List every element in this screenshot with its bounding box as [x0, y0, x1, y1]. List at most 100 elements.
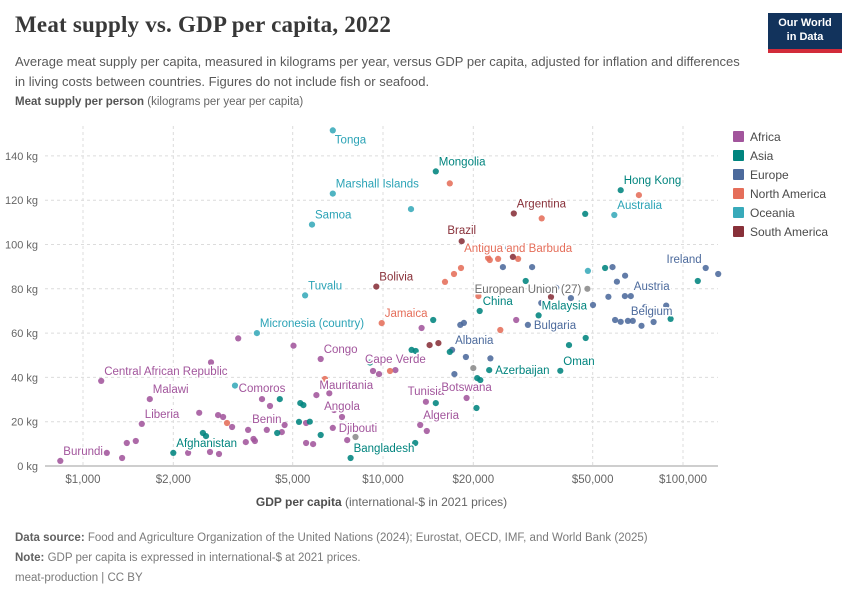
data-point[interactable]: [582, 210, 589, 217]
data-point[interactable]: [274, 429, 281, 437]
data-point[interactable]: [321, 375, 328, 383]
data-point[interactable]: [538, 299, 545, 307]
data-point[interactable]: [206, 448, 214, 456]
data-point[interactable]: [446, 180, 453, 187]
data-point[interactable]: [317, 431, 324, 439]
data-point-burundi[interactable]: [57, 457, 64, 464]
data-point-australia[interactable]: [611, 211, 618, 219]
data-point-tuvalu[interactable]: [302, 292, 309, 299]
data-point[interactable]: [642, 303, 649, 311]
data-point-oman[interactable]: [557, 367, 564, 374]
data-point[interactable]: [423, 427, 430, 435]
data-point[interactable]: [435, 340, 442, 347]
data-point[interactable]: [446, 348, 453, 355]
data-point[interactable]: [504, 244, 512, 252]
data-point[interactable]: [486, 256, 493, 264]
data-point-austria[interactable]: [627, 293, 634, 300]
data-point[interactable]: [352, 433, 359, 441]
data-point[interactable]: [473, 404, 480, 412]
data-point[interactable]: [457, 264, 465, 272]
data-point[interactable]: [622, 272, 629, 279]
data-point[interactable]: [635, 192, 643, 199]
legend-item-oceania[interactable]: Oceania: [733, 203, 828, 222]
data-point[interactable]: [207, 359, 215, 366]
data-point-bolivia[interactable]: [373, 283, 380, 290]
data-point-mauritania[interactable]: [313, 392, 320, 399]
data-point[interactable]: [617, 318, 624, 325]
data-point[interactable]: [310, 441, 317, 448]
data-point-tunisia[interactable]: [422, 398, 429, 405]
data-point[interactable]: [223, 419, 231, 427]
data-point-micronesia-country[interactable]: [253, 330, 260, 337]
data-point[interactable]: [638, 322, 645, 329]
data-point-european-union-27[interactable]: [584, 285, 591, 292]
data-point[interactable]: [462, 353, 469, 361]
data-point[interactable]: [509, 253, 516, 260]
data-point[interactable]: [470, 365, 477, 372]
data-point[interactable]: [278, 429, 285, 436]
data-point[interactable]: [565, 342, 573, 349]
data-point-botswana[interactable]: [463, 394, 470, 402]
data-point[interactable]: [432, 400, 439, 407]
data-point-antigua-and-barbuda[interactable]: [515, 255, 522, 262]
data-point[interactable]: [430, 316, 437, 324]
data-point[interactable]: [567, 295, 575, 302]
data-point-jamaica[interactable]: [378, 320, 385, 327]
legend-item-africa[interactable]: Africa: [733, 127, 828, 146]
data-point[interactable]: [326, 390, 333, 397]
data-point[interactable]: [522, 277, 529, 285]
data-point[interactable]: [694, 277, 701, 285]
data-point-afghanistan[interactable]: [170, 449, 177, 456]
data-point[interactable]: [242, 439, 249, 446]
data-point[interactable]: [231, 382, 239, 389]
data-point-belgium[interactable]: [624, 317, 632, 324]
data-point[interactable]: [93, 450, 100, 457]
data-point-samoa[interactable]: [308, 221, 316, 228]
data-point[interactable]: [457, 321, 464, 328]
legend-item-north-america[interactable]: North America: [733, 184, 828, 203]
data-point-angola[interactable]: [338, 413, 346, 421]
data-point[interactable]: [570, 301, 578, 309]
data-point-malaysia[interactable]: [535, 312, 542, 319]
data-point[interactable]: [538, 215, 545, 222]
data-point-cape-verde[interactable]: [392, 367, 399, 374]
data-point-brazil[interactable]: [458, 238, 465, 245]
data-point[interactable]: [418, 324, 425, 332]
data-point-malawi[interactable]: [146, 396, 153, 403]
data-point[interactable]: [553, 284, 560, 291]
data-point[interactable]: [369, 367, 377, 375]
data-point[interactable]: [300, 402, 307, 409]
data-point[interactable]: [407, 206, 415, 213]
data-point[interactable]: [281, 421, 288, 429]
legend-item-asia[interactable]: Asia: [733, 146, 828, 165]
data-point[interactable]: [426, 342, 433, 349]
data-point-bangladesh[interactable]: [347, 454, 354, 462]
data-point[interactable]: [229, 423, 236, 431]
data-point-argentina[interactable]: [510, 210, 517, 217]
data-point[interactable]: [132, 437, 139, 445]
data-point-bulgaria[interactable]: [524, 321, 532, 328]
data-point[interactable]: [119, 454, 126, 462]
data-point-congo[interactable]: [317, 355, 324, 363]
data-point[interactable]: [612, 316, 619, 324]
data-point-liberia[interactable]: [138, 420, 145, 427]
data-point-hong-kong[interactable]: [617, 187, 624, 194]
data-point[interactable]: [412, 347, 419, 355]
data-point[interactable]: [663, 302, 670, 309]
owid-logo[interactable]: Our World in Data: [768, 13, 842, 53]
data-point-mongolia[interactable]: [432, 168, 439, 175]
data-point[interactable]: [450, 270, 458, 278]
data-point[interactable]: [235, 335, 242, 342]
data-point[interactable]: [306, 418, 313, 425]
data-point-djibouti[interactable]: [329, 424, 336, 431]
data-point[interactable]: [477, 377, 484, 384]
data-point[interactable]: [185, 449, 192, 456]
data-point[interactable]: [613, 278, 621, 285]
data-point[interactable]: [499, 264, 506, 271]
data-point-benin[interactable]: [263, 426, 270, 433]
data-point[interactable]: [487, 355, 494, 362]
data-point[interactable]: [667, 315, 674, 322]
data-point[interactable]: [589, 301, 597, 309]
data-point-azerbaijan[interactable]: [486, 367, 493, 374]
data-point[interactable]: [215, 450, 223, 458]
